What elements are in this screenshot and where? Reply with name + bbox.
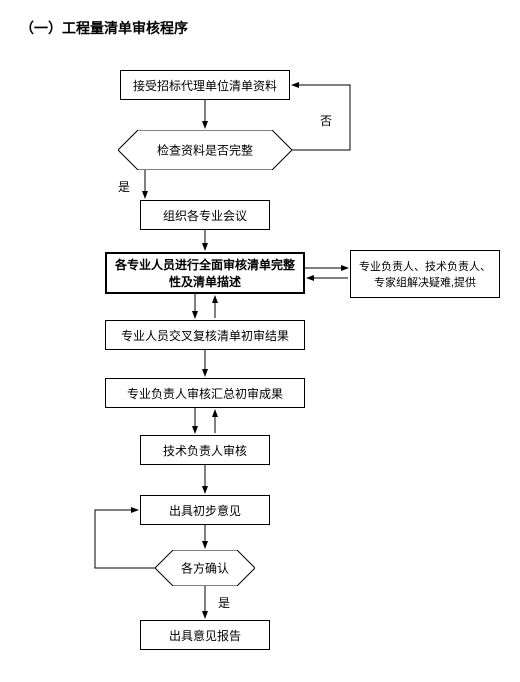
node-label: 各专业人员进行全面审核清单完整性及清单描述 <box>115 256 295 290</box>
label-no: 否 <box>320 112 332 129</box>
node-label: 专业人员交叉复核清单初审结果 <box>121 327 289 344</box>
page-title: （一）工程量清单审核程序 <box>20 18 188 38</box>
node-check-complete: 检查资料是否完整 <box>118 130 292 170</box>
node-label: 出具意见报告 <box>169 627 241 644</box>
node-cross-review: 专业人员交叉复核清单初审结果 <box>105 320 305 350</box>
node-confirm: 各方确认 <box>155 550 255 586</box>
node-experts-side: 专业负责人、技术负责人、专家组解决疑难,提供 <box>350 250 500 298</box>
node-final-report: 出具意见报告 <box>140 620 270 650</box>
node-full-review: 各专业人员进行全面审核清单完整性及清单描述 <box>105 252 305 294</box>
node-label: 接受招标代理单位清单资料 <box>133 77 277 94</box>
node-label: 专业负责人、技术负责人、专家组解决疑难,提供 <box>359 258 491 290</box>
node-accept-materials: 接受招标代理单位清单资料 <box>120 70 290 100</box>
node-label: 专业负责人审核汇总初审成果 <box>127 385 283 402</box>
node-label: 技术负责人审核 <box>163 442 247 459</box>
node-organize-meeting: 组织各专业会议 <box>140 200 270 230</box>
node-preliminary-opinion: 出具初步意见 <box>140 495 270 525</box>
node-label: 检查资料是否完整 <box>157 142 253 159</box>
node-label: 出具初步意见 <box>169 502 241 519</box>
node-summarize: 专业负责人审核汇总初审成果 <box>105 378 305 408</box>
node-tech-review: 技术负责人审核 <box>140 435 270 465</box>
label-yes-2: 是 <box>218 594 230 611</box>
label-yes-1: 是 <box>118 178 130 195</box>
node-label: 组织各专业会议 <box>163 207 247 224</box>
node-label: 各方确认 <box>181 560 229 577</box>
